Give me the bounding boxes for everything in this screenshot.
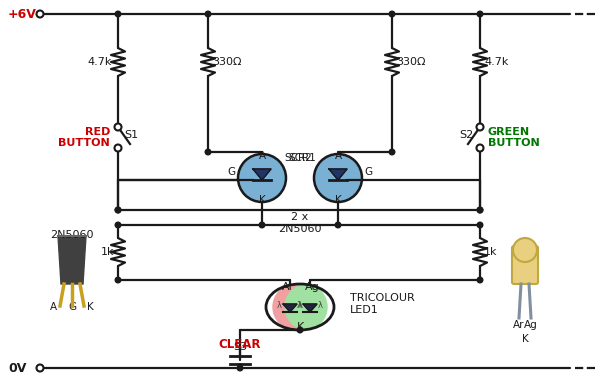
Circle shape	[238, 154, 286, 202]
Text: GREEN
BUTTON: GREEN BUTTON	[488, 127, 540, 148]
Text: S2: S2	[460, 130, 474, 140]
Text: A: A	[334, 151, 341, 161]
Text: Ag: Ag	[524, 320, 538, 330]
Text: SCR2: SCR2	[284, 153, 312, 163]
Text: λ: λ	[298, 301, 303, 310]
Polygon shape	[329, 169, 347, 180]
Circle shape	[314, 154, 362, 202]
Text: G: G	[68, 302, 76, 312]
Text: RED
BUTTON: RED BUTTON	[58, 127, 110, 148]
Circle shape	[115, 11, 121, 17]
Text: 4.7k: 4.7k	[88, 57, 112, 67]
Circle shape	[205, 11, 211, 17]
Text: λ: λ	[297, 301, 302, 310]
Circle shape	[477, 277, 483, 283]
Circle shape	[477, 207, 483, 213]
Ellipse shape	[273, 285, 315, 329]
Circle shape	[237, 365, 243, 371]
Text: 0V: 0V	[8, 362, 26, 374]
Circle shape	[389, 11, 395, 17]
Circle shape	[477, 207, 483, 213]
Text: Ag: Ag	[305, 282, 319, 292]
Circle shape	[115, 277, 121, 283]
Text: 2 x
2N5060: 2 x 2N5060	[278, 212, 322, 234]
Polygon shape	[283, 304, 297, 312]
Circle shape	[37, 364, 44, 371]
Text: TRICOLOUR
LED1: TRICOLOUR LED1	[350, 293, 415, 315]
Circle shape	[477, 222, 483, 228]
Text: 2N5060: 2N5060	[50, 230, 94, 240]
Text: A: A	[50, 302, 57, 312]
Text: Ar: Ar	[282, 282, 294, 292]
Circle shape	[115, 222, 121, 228]
Text: 330Ω: 330Ω	[396, 57, 425, 67]
Polygon shape	[303, 304, 317, 312]
Text: λ: λ	[277, 301, 282, 310]
Text: 4.7k: 4.7k	[484, 57, 508, 67]
Circle shape	[335, 222, 341, 228]
Text: K: K	[87, 302, 94, 312]
Circle shape	[115, 207, 121, 213]
Circle shape	[477, 11, 483, 17]
Text: λ: λ	[318, 301, 323, 310]
Polygon shape	[58, 236, 86, 284]
Text: 1k: 1k	[484, 247, 497, 257]
Text: 1k: 1k	[101, 247, 114, 257]
Ellipse shape	[285, 285, 327, 329]
Circle shape	[115, 123, 121, 130]
Text: Ar: Ar	[513, 320, 525, 330]
Circle shape	[259, 222, 265, 228]
Circle shape	[115, 144, 121, 151]
Text: CLEAR: CLEAR	[219, 338, 261, 351]
Text: K: K	[521, 334, 529, 344]
Text: S3: S3	[233, 342, 247, 352]
Polygon shape	[253, 169, 271, 180]
Text: A: A	[259, 151, 266, 161]
Circle shape	[476, 144, 484, 151]
Text: S1: S1	[124, 130, 138, 140]
Circle shape	[37, 10, 44, 17]
Text: G: G	[228, 167, 236, 177]
FancyBboxPatch shape	[512, 246, 538, 284]
Circle shape	[389, 149, 395, 155]
Text: G: G	[364, 167, 372, 177]
Text: K: K	[259, 195, 265, 205]
Circle shape	[297, 327, 303, 333]
Circle shape	[513, 238, 537, 262]
Text: K: K	[296, 322, 304, 332]
Circle shape	[115, 207, 121, 213]
Circle shape	[476, 123, 484, 130]
Text: K: K	[335, 195, 341, 205]
Text: 330Ω: 330Ω	[212, 57, 241, 67]
Text: SCR1: SCR1	[288, 153, 316, 163]
Circle shape	[205, 149, 211, 155]
Text: +6V: +6V	[8, 7, 37, 21]
